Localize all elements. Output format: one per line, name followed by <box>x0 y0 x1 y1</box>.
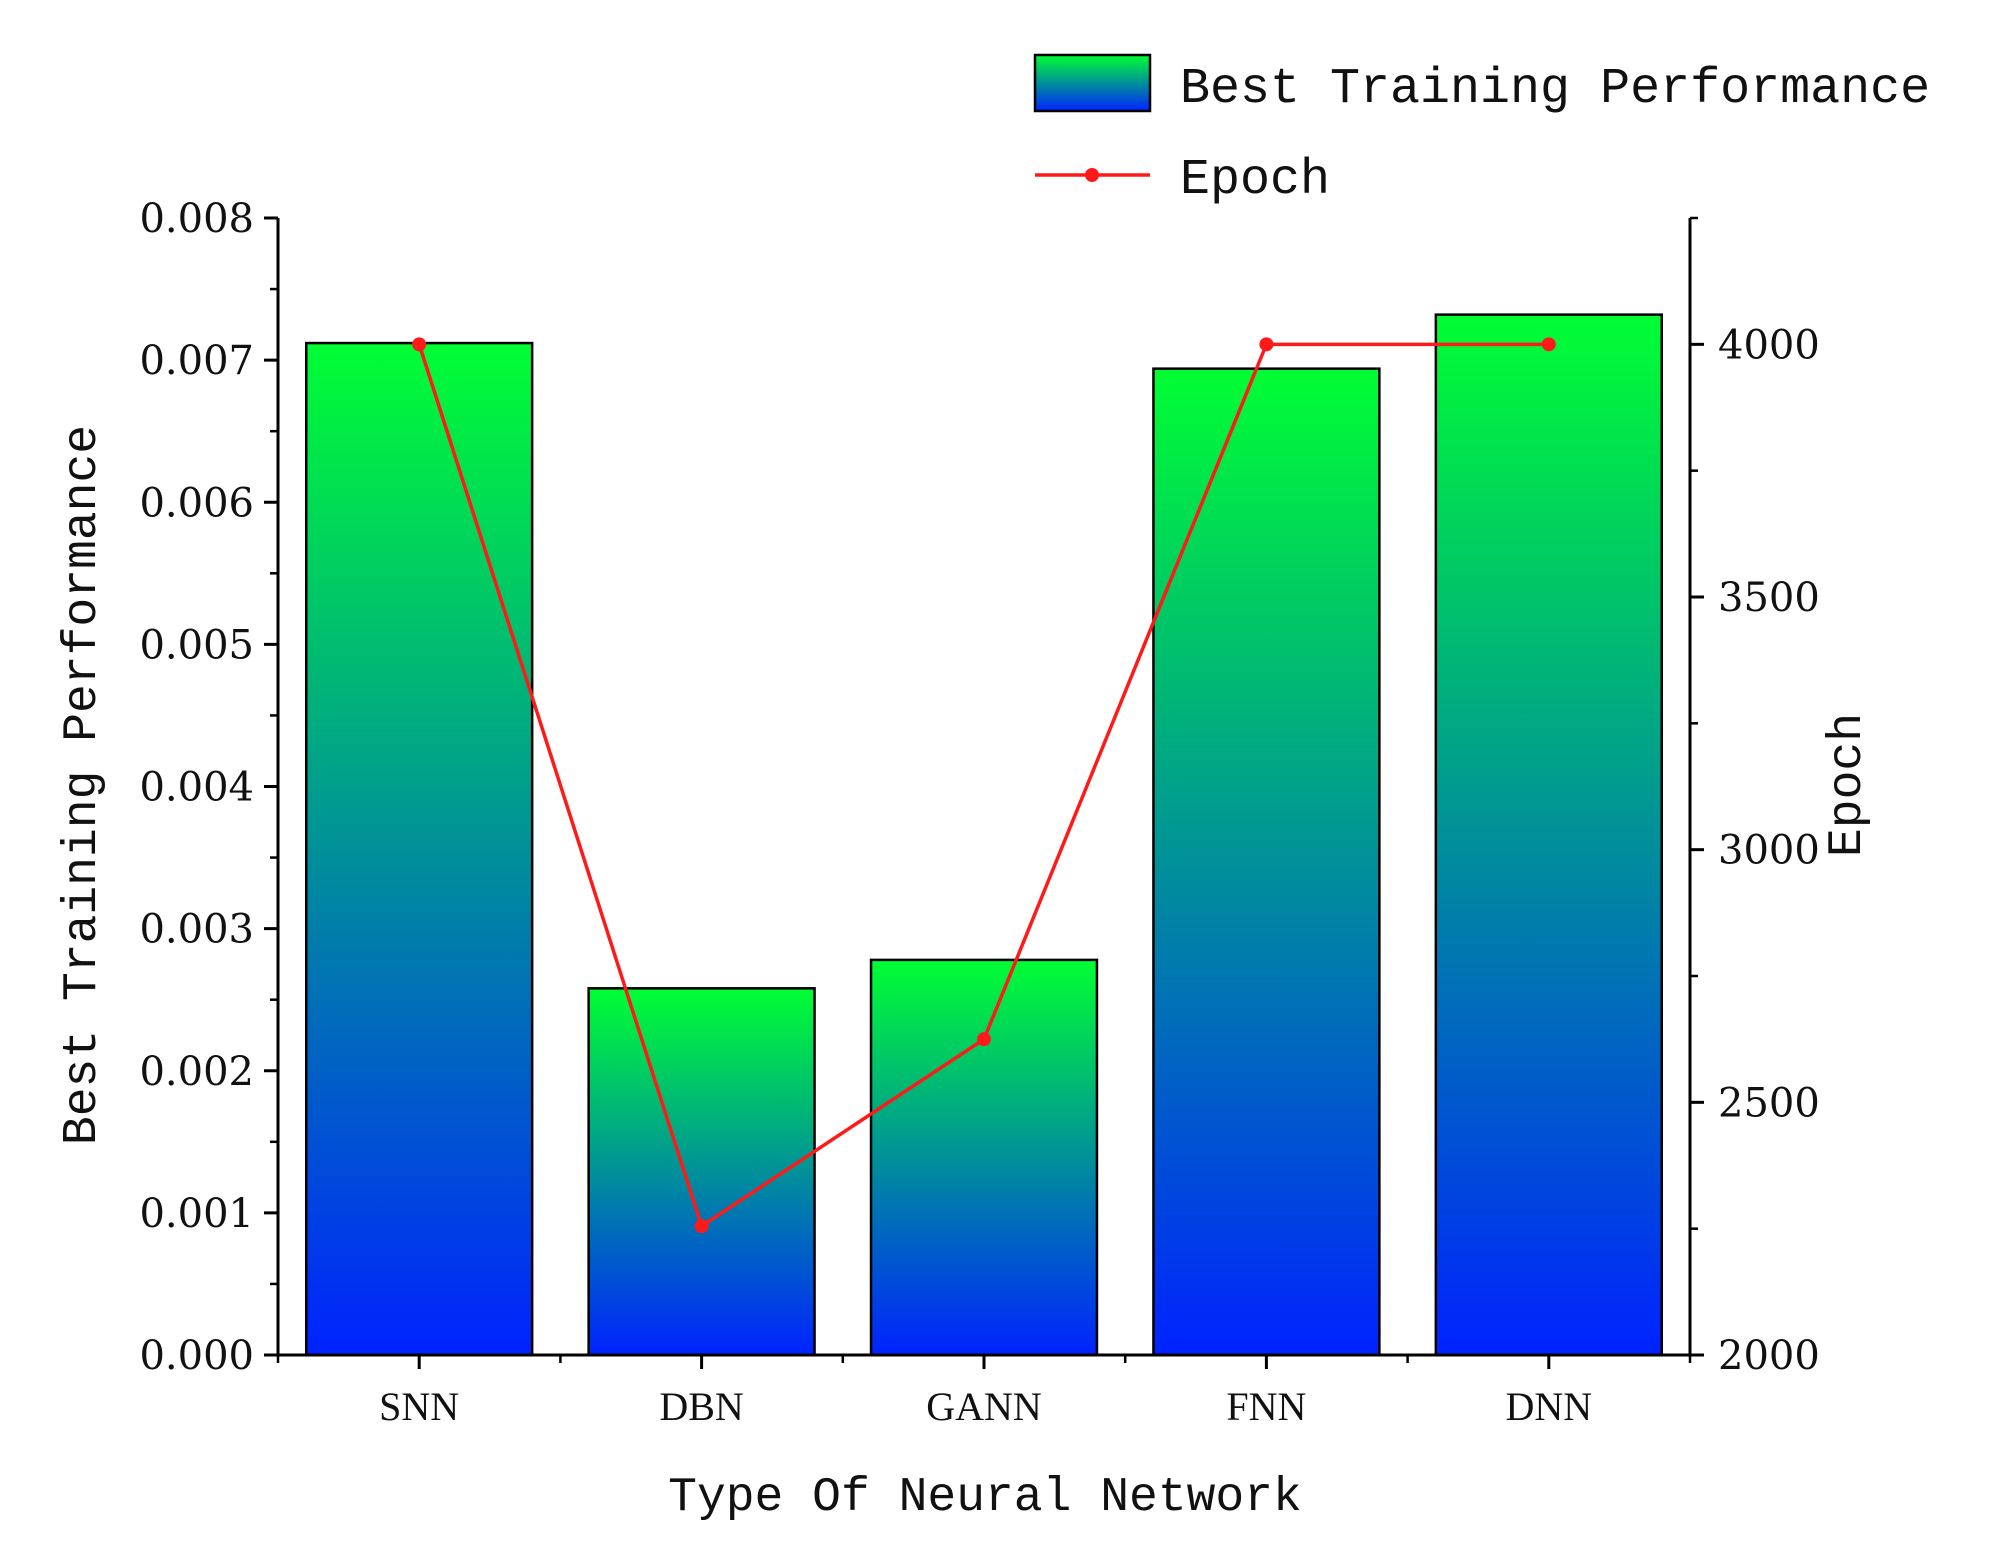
y-axis-title: Best Training Performance <box>56 425 110 1145</box>
epoch-point-dnn <box>1541 337 1556 352</box>
x-tick-label: DBN <box>659 1384 743 1429</box>
bar-dbn <box>587 987 816 1357</box>
y-tick-label: 0.003 <box>139 907 254 953</box>
y-tick-label: 0.006 <box>139 480 254 526</box>
legend-swatch-marker <box>1085 168 1099 182</box>
y2-tick-label: 3000 <box>1718 828 1820 874</box>
epoch-point-snn <box>412 337 427 352</box>
y-tick-label: 0.008 <box>139 196 254 242</box>
legend-label-line: Epoch <box>1180 152 1330 209</box>
legend: Best Training Performance Epoch <box>1033 53 1930 209</box>
epoch-series <box>412 337 1556 1234</box>
legend-label-bars: Best Training Performance <box>1180 61 1930 118</box>
x-tick-label: GANN <box>926 1384 1042 1429</box>
y2-axis-title: Epoch <box>1821 713 1875 857</box>
bar-gann <box>869 958 1099 1357</box>
bar-series <box>304 313 1664 1357</box>
x-tick-label: DNN <box>1505 1384 1592 1429</box>
y-tick-label: 0.002 <box>139 1049 254 1095</box>
y-tick-label: 0.000 <box>139 1333 254 1379</box>
y2-tick-label: 2000 <box>1718 1333 1820 1379</box>
epoch-point-dbn <box>694 1219 709 1234</box>
y2-tick-label: 4000 <box>1718 322 1820 368</box>
bar-fnn <box>1152 367 1381 1357</box>
epoch-point-fnn <box>1259 337 1274 352</box>
x-tick-label: SNN <box>379 1384 459 1429</box>
legend-swatch-bars <box>1033 53 1152 113</box>
bar-snn <box>304 341 534 1357</box>
axis-ticks: 0.000 0.001 0.002 0.003 0.004 0.005 0.006 0.007… <box>139 196 1819 1429</box>
x-tick-label: FNN <box>1226 1384 1306 1429</box>
y2-tick-label: 2500 <box>1718 1080 1820 1126</box>
epoch-point-gann <box>977 1032 991 1047</box>
y-tick-label: 0.004 <box>139 765 254 811</box>
y-tick-label: 0.001 <box>139 1191 254 1237</box>
bar-dnn <box>1434 313 1664 1357</box>
y2-tick-label: 3500 <box>1718 575 1820 621</box>
y-tick-label: 0.007 <box>139 338 254 384</box>
x-axis-title: Type Of Neural Network <box>668 1471 1302 1525</box>
y-tick-label: 0.005 <box>139 622 254 668</box>
